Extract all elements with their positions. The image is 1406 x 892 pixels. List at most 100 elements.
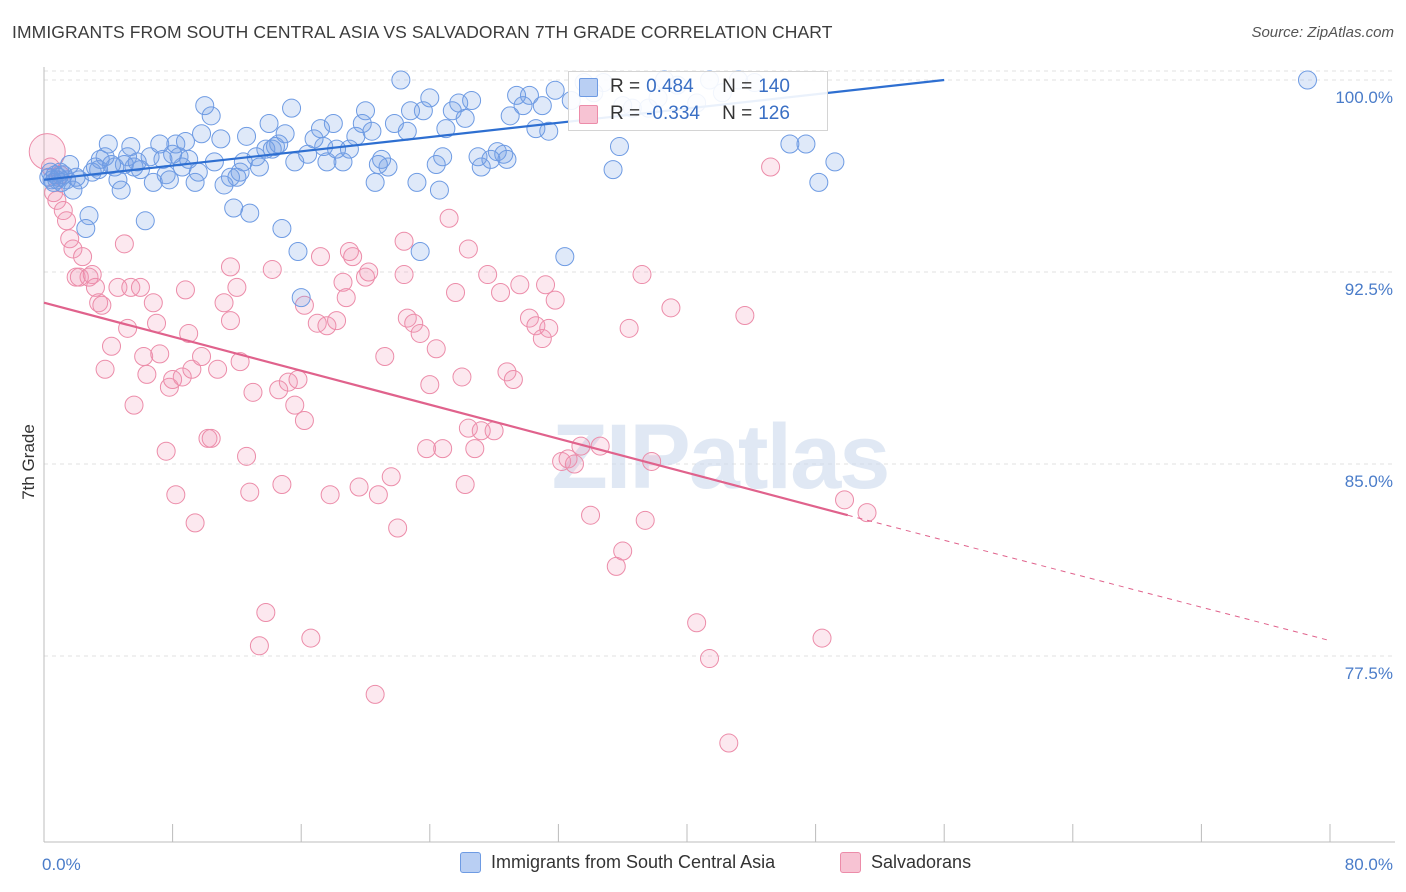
data-point-salvadorans [619, 318, 639, 338]
data-point-south-central-asia [609, 137, 629, 157]
data-point-salvadorans [102, 336, 122, 356]
data-point-salvadorans [368, 485, 388, 505]
data-point-south-central-asia [426, 154, 446, 174]
data-point-salvadorans [294, 295, 314, 315]
legend-swatch-blue [579, 77, 598, 97]
data-point-south-central-asia [323, 114, 343, 134]
data-point-salvadorans [63, 239, 83, 259]
data-point-south-central-asia [272, 218, 292, 238]
data-point-salvadorans [510, 275, 530, 295]
legend-item-label: Salvadorans [871, 852, 972, 872]
data-point-south-central-asia [288, 242, 308, 262]
data-point-south-central-asia [809, 172, 829, 192]
data-point-salvadorans [89, 293, 109, 313]
data-point-salvadorans [249, 636, 269, 656]
data-point-salvadorans [288, 370, 308, 390]
legend-item-south-central-asia[interactable]: Immigrants from South Central Asia [460, 852, 775, 873]
y-axis-label: 7th Grade [19, 424, 38, 500]
data-point-salvadorans [356, 267, 375, 287]
data-point-salvadorans [532, 329, 552, 349]
data-point-salvadorans [92, 295, 112, 315]
y-tick-label: 100.0% [1335, 88, 1393, 107]
data-point-south-central-asia [365, 172, 385, 192]
data-point-salvadorans [60, 229, 80, 249]
data-point-salvadorans [175, 280, 195, 300]
data-point-salvadorans [237, 446, 257, 466]
data-point-south-central-asia [545, 80, 565, 100]
data-point-salvadorans [53, 201, 73, 221]
data-point-salvadorans [179, 323, 199, 343]
data-point-south-central-asia [150, 134, 170, 154]
data-point-salvadorans [147, 313, 167, 333]
data-point-salvadorans [503, 370, 523, 390]
data-point-south-central-asia [188, 162, 208, 182]
data-point-south-central-asia [362, 121, 382, 141]
data-point-south-central-asia [275, 124, 295, 144]
data-point-south-central-asia [433, 147, 453, 167]
data-point-salvadorans [121, 277, 141, 297]
data-point-south-central-asia [539, 121, 559, 141]
data-point-south-central-asia [378, 157, 398, 177]
data-point-salvadorans [394, 231, 414, 251]
data-point-salvadorans [388, 518, 408, 538]
data-point-south-central-asia [603, 160, 623, 180]
data-point-south-central-asia [1297, 70, 1317, 90]
data-point-south-central-asia [111, 180, 131, 200]
series-south-central-asia-points [39, 70, 1317, 308]
data-point-south-central-asia [500, 106, 520, 126]
data-point-south-central-asia [127, 152, 147, 172]
data-point-salvadorans [439, 208, 459, 228]
data-point-south-central-asia [230, 162, 250, 182]
data-point-salvadorans [185, 513, 205, 533]
data-point-salvadorans [539, 318, 559, 338]
data-point-salvadorans [57, 211, 77, 231]
data-point-south-central-asia [240, 203, 260, 223]
data-point-south-central-asia [372, 149, 392, 169]
data-point-south-central-asia [211, 129, 231, 149]
data-point-salvadorans [343, 247, 363, 267]
trend-line-salvadorans-extrapolated [847, 514, 1331, 642]
data-point-salvadorans [558, 449, 578, 469]
data-point-salvadorans [458, 239, 478, 259]
data-point-salvadorans [545, 290, 565, 310]
legend-row-salvadorans: R = -0.334 N = 126 [579, 101, 790, 127]
data-point-south-central-asia [407, 172, 427, 192]
data-point-salvadorans [336, 288, 356, 308]
data-point-salvadorans [317, 316, 337, 336]
data-point-salvadorans [333, 272, 353, 292]
data-point-south-central-asia [79, 206, 99, 226]
data-point-salvadorans [365, 684, 385, 704]
data-point-salvadorans [95, 359, 115, 379]
data-point-salvadorans [857, 503, 877, 523]
data-point-salvadorans [433, 439, 453, 459]
data-point-salvadorans [497, 362, 517, 382]
data-point-salvadorans [687, 613, 707, 633]
legend-r-value: -0.334 [646, 103, 700, 124]
data-point-south-central-asia [780, 134, 800, 154]
data-point-salvadorans [159, 377, 179, 397]
data-point-salvadorans [491, 282, 511, 302]
data-point-salvadorans [172, 367, 192, 387]
data-point-south-central-asia [185, 172, 205, 192]
legend-item-salvadorans[interactable]: Salvadorans [840, 852, 971, 873]
data-point-salvadorans [613, 541, 633, 561]
data-point-salvadorans [339, 242, 359, 262]
y-tick-label: 85.0% [1345, 472, 1393, 491]
data-point-salvadorans [761, 157, 781, 177]
chart-source: Source: ZipAtlas.com [1251, 24, 1394, 41]
data-point-south-central-asia [220, 167, 240, 187]
legend-n-label: N = [722, 103, 753, 124]
data-point-south-central-asia [195, 96, 215, 116]
y-tick-label: 77.5% [1345, 664, 1393, 683]
data-point-south-central-asia [153, 149, 173, 169]
data-point-south-central-asia [291, 288, 311, 308]
data-point-south-central-asia [118, 147, 138, 167]
data-point-salvadorans [394, 265, 414, 285]
data-point-south-central-asia [796, 134, 816, 154]
data-point-south-central-asia [410, 242, 430, 262]
data-point-south-central-asia [356, 101, 375, 121]
data-point-salvadorans [143, 293, 163, 313]
data-point-south-central-asia [462, 90, 482, 110]
data-point-salvadorans [455, 474, 475, 494]
data-point-south-central-asia [436, 119, 456, 139]
